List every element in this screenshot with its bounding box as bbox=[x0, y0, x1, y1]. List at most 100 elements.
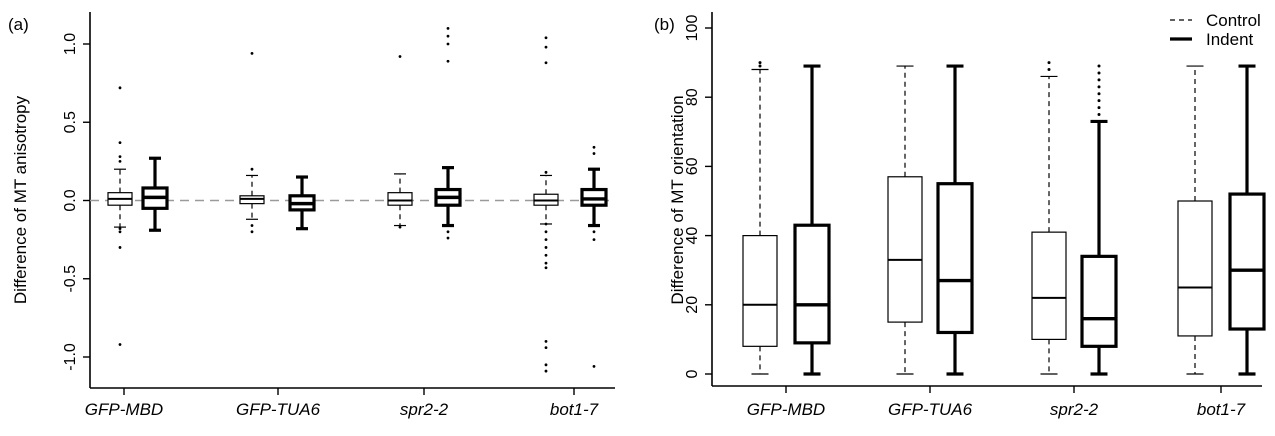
outlier-point bbox=[544, 266, 548, 270]
outlier-point bbox=[1047, 68, 1051, 72]
outlier-point bbox=[1097, 113, 1101, 116]
outlier-point bbox=[544, 222, 548, 226]
y-tick-label: 80 bbox=[684, 88, 701, 106]
outlier-point bbox=[446, 34, 450, 38]
box-iqr bbox=[887, 176, 923, 323]
outlier-point bbox=[544, 170, 548, 174]
outlier-point bbox=[592, 364, 596, 368]
legend-label-control: Control bbox=[1206, 11, 1261, 30]
box-control bbox=[1031, 61, 1067, 375]
outlier-point bbox=[446, 42, 450, 46]
y-tick-label: 40 bbox=[684, 227, 701, 245]
y-tick-label: 1.0 bbox=[62, 33, 79, 55]
box-indent bbox=[141, 156, 169, 232]
box-iqr bbox=[936, 182, 974, 335]
box-control bbox=[742, 61, 778, 375]
box-iqr bbox=[1080, 254, 1118, 348]
outlier-point bbox=[398, 225, 402, 229]
box-iqr bbox=[793, 223, 831, 345]
y-axis-label: Difference of MT anisotropy bbox=[11, 95, 30, 304]
x-category-label: spr2-2 bbox=[1050, 400, 1099, 419]
outlier-point bbox=[118, 141, 122, 144]
outlier-point bbox=[1097, 64, 1101, 68]
outlier-point bbox=[544, 363, 548, 367]
panel-a: (a) -1.0 -0.5 0.0 0.5 1.0 Difference of MT ani… bbox=[8, 12, 615, 419]
outlier-point bbox=[544, 261, 548, 265]
outlier-point bbox=[544, 45, 548, 49]
outlier-point bbox=[446, 230, 450, 234]
x-category-label: bot1-7 bbox=[1197, 400, 1246, 419]
box-indent bbox=[434, 26, 462, 240]
box-iqr bbox=[1031, 231, 1067, 341]
outlier-point bbox=[758, 61, 762, 65]
outlier-point bbox=[544, 36, 548, 40]
outlier-point bbox=[118, 343, 122, 346]
outlier-point bbox=[544, 61, 548, 65]
x-category-label: bot1-7 bbox=[550, 400, 599, 419]
outlier-point bbox=[118, 230, 122, 234]
y-tick-label: 0 bbox=[684, 369, 701, 378]
outlier-point bbox=[592, 152, 596, 155]
outlier-point bbox=[544, 238, 548, 242]
box-indent bbox=[793, 64, 831, 376]
outlier-point bbox=[592, 238, 596, 242]
outlier-point bbox=[592, 230, 596, 234]
box-control bbox=[533, 36, 559, 373]
outlier-point bbox=[1047, 61, 1051, 65]
box-iqr bbox=[742, 235, 778, 347]
outlier-point bbox=[592, 145, 596, 149]
box-indent bbox=[288, 175, 316, 231]
panel-label: (a) bbox=[8, 15, 29, 34]
x-category-label: GFP-MBD bbox=[747, 400, 825, 419]
outlier-point bbox=[1097, 99, 1101, 103]
box-control bbox=[1177, 65, 1213, 375]
box-control bbox=[887, 65, 923, 375]
x-category-label: spr2-2 bbox=[400, 400, 449, 419]
outlier-point bbox=[544, 246, 548, 249]
box-indent bbox=[936, 64, 974, 376]
box-iqr bbox=[1177, 200, 1213, 337]
outlier-point bbox=[398, 55, 402, 58]
outlier-point bbox=[250, 51, 254, 55]
y-tick-label: 0.0 bbox=[62, 189, 79, 211]
outlier-point bbox=[446, 236, 450, 240]
outlier-point bbox=[118, 246, 122, 249]
outlier-point bbox=[1097, 71, 1101, 75]
outlier-point bbox=[118, 155, 122, 159]
y-tick-label: -1.0 bbox=[62, 343, 79, 371]
x-category-label: GFP-TUA6 bbox=[236, 400, 321, 419]
outlier-point bbox=[758, 64, 762, 68]
outlier-point bbox=[250, 230, 254, 234]
box-indent bbox=[1080, 64, 1118, 376]
box-control bbox=[239, 51, 265, 234]
outlier-point bbox=[544, 339, 548, 343]
box-indent bbox=[1228, 64, 1266, 376]
y-tick-label: 20 bbox=[684, 296, 701, 314]
outlier-point bbox=[446, 59, 450, 63]
legend-label-indent: Indent bbox=[1206, 30, 1254, 49]
outlier-point bbox=[1097, 92, 1101, 96]
x-category-label: GFP-MBD bbox=[85, 400, 163, 419]
outlier-point bbox=[544, 369, 548, 373]
outlier-point bbox=[1097, 78, 1101, 82]
box-control bbox=[107, 86, 133, 346]
outlier-point bbox=[544, 346, 548, 350]
outlier-point bbox=[118, 159, 122, 163]
box-iqr bbox=[387, 192, 413, 206]
box-indent bbox=[580, 145, 608, 368]
outlier-point bbox=[446, 26, 450, 30]
y-tick-label: -0.5 bbox=[62, 265, 79, 293]
box-control bbox=[387, 55, 413, 229]
y-axis-label: Difference of MT orientation bbox=[668, 95, 687, 304]
y-tick-label: 100 bbox=[684, 15, 701, 42]
outlier-point bbox=[250, 224, 254, 227]
outlier-point bbox=[118, 86, 122, 90]
panel-label: (b) bbox=[654, 15, 675, 34]
outlier-point bbox=[544, 230, 548, 234]
x-category-label: GFP-TUA6 bbox=[888, 400, 973, 419]
box-iqr bbox=[1228, 192, 1266, 331]
outlier-point bbox=[544, 253, 548, 257]
outlier-point bbox=[1097, 85, 1101, 89]
panel-b: (b) 0 20 40 60 80 100 Difference of MT orientat… bbox=[654, 11, 1266, 419]
